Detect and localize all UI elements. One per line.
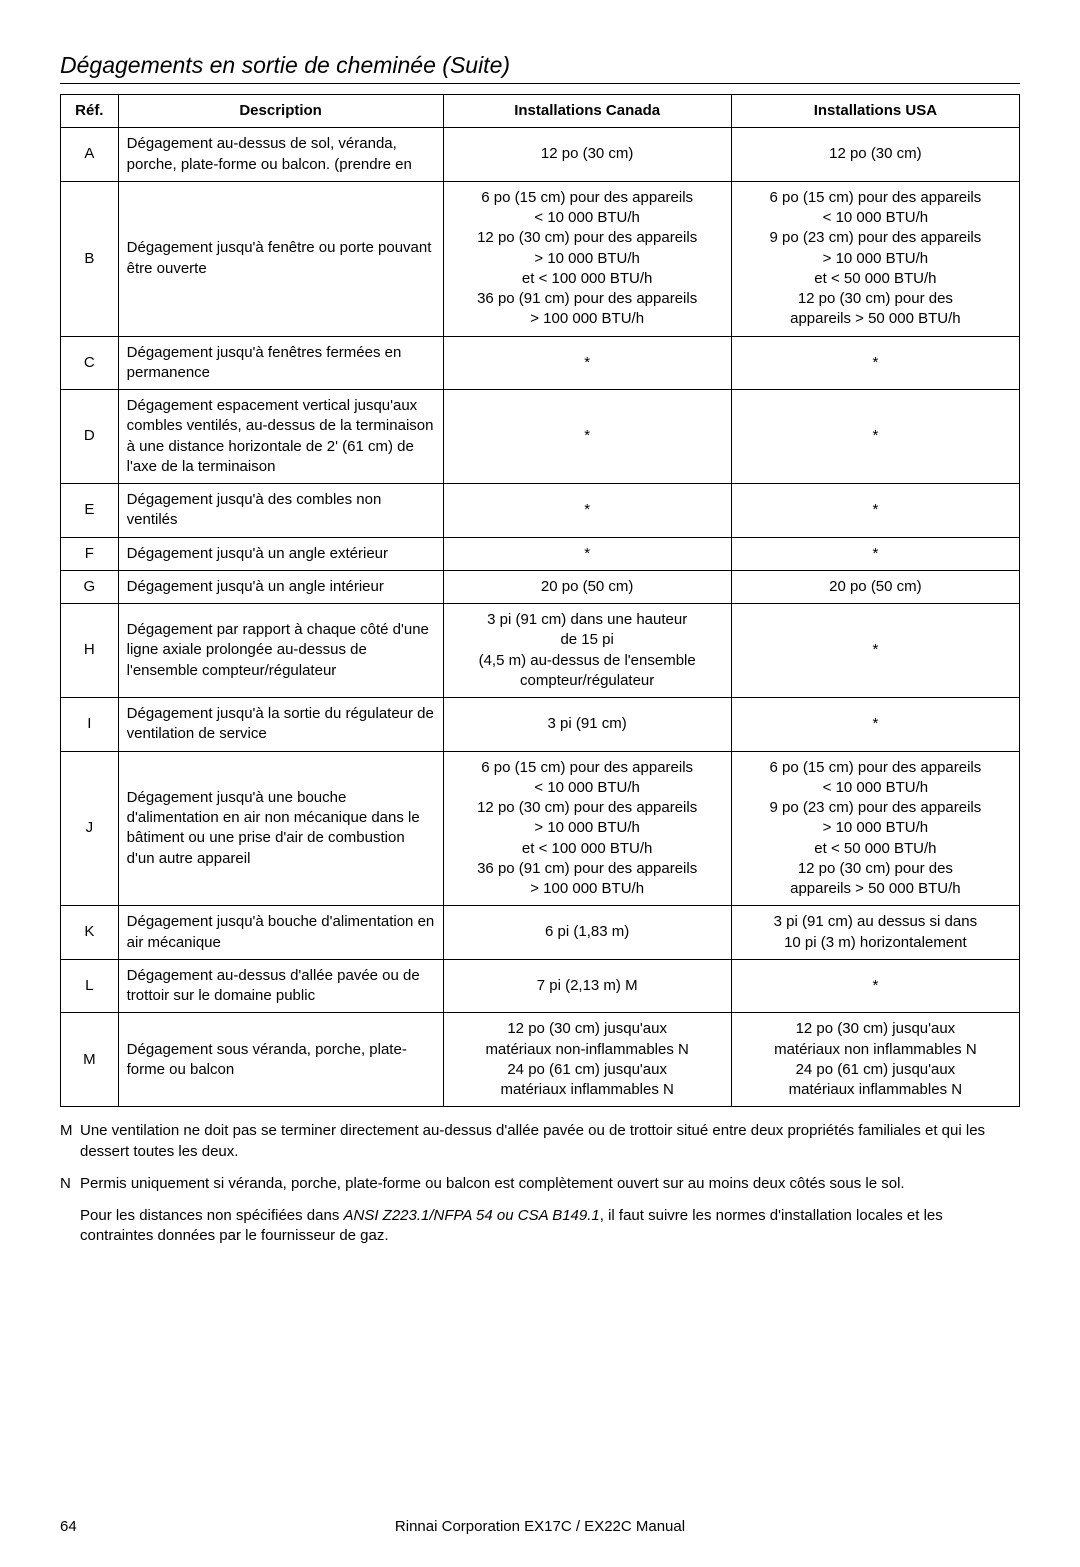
- cell-desc: Dégagement au-dessus de sol, véranda, po…: [118, 128, 443, 182]
- cell-ref: M: [61, 1013, 119, 1107]
- cell-canada: *: [443, 390, 731, 484]
- note-m: M Une ventilation ne doit pas se termine…: [60, 1121, 1020, 1162]
- cell-canada: *: [443, 537, 731, 570]
- clearance-table: Réf. Description Installations Canada In…: [60, 94, 1020, 1107]
- th-ref: Réf.: [61, 95, 119, 128]
- table-row: HDégagement par rapport à chaque côté d'…: [61, 604, 1020, 698]
- cell-usa: *: [731, 537, 1019, 570]
- note-final-spacer: [60, 1206, 80, 1247]
- cell-desc: Dégagement jusqu'à un angle extérieur: [118, 537, 443, 570]
- cell-canada: 3 pi (91 cm): [443, 698, 731, 752]
- table-row: CDégagement jusqu'à fenêtres fermées en …: [61, 336, 1020, 390]
- cell-usa: *: [731, 484, 1019, 538]
- cell-desc: Dégagement jusqu'à des combles non venti…: [118, 484, 443, 538]
- table-row: LDégagement au-dessus d'allée pavée ou d…: [61, 959, 1020, 1013]
- manual-title: Rinnai Corporation EX17C / EX22C Manual: [120, 1517, 960, 1537]
- cell-desc: Dégagement jusqu'à un angle intérieur: [118, 570, 443, 603]
- table-row: IDégagement jusqu'à la sortie du régulat…: [61, 698, 1020, 752]
- cell-usa: 12 po (30 cm) jusqu'aux matériaux non in…: [731, 1013, 1019, 1107]
- cell-desc: Dégagement jusqu'à bouche d'alimentation…: [118, 906, 443, 960]
- cell-ref: I: [61, 698, 119, 752]
- table-row: BDégagement jusqu'à fenêtre ou porte pou…: [61, 181, 1020, 336]
- cell-desc: Dégagement au-dessus d'allée pavée ou de…: [118, 959, 443, 1013]
- table-row: GDégagement jusqu'à un angle intérieur20…: [61, 570, 1020, 603]
- cell-usa: *: [731, 390, 1019, 484]
- page-number: 64: [60, 1517, 120, 1537]
- cell-canada: 3 pi (91 cm) dans une hauteur de 15 pi (…: [443, 604, 731, 698]
- cell-desc: Dégagement jusqu'à fenêtre ou porte pouv…: [118, 181, 443, 336]
- table-row: KDégagement jusqu'à bouche d'alimentatio…: [61, 906, 1020, 960]
- page-title: Dégagements en sortie de cheminée (Suite…: [60, 50, 1020, 84]
- cell-canada: *: [443, 336, 731, 390]
- footer: 64 Rinnai Corporation EX17C / EX22C Manu…: [60, 1517, 1020, 1537]
- note-m-text: Une ventilation ne doit pas se terminer …: [80, 1121, 1020, 1162]
- cell-ref: K: [61, 906, 119, 960]
- cell-desc: Dégagement jusqu'à une bouche d'alimenta…: [118, 751, 443, 906]
- cell-canada: 7 pi (2,13 m) M: [443, 959, 731, 1013]
- note-final-text: Pour les distances non spécifiées dans A…: [80, 1206, 1020, 1247]
- note-n-text: Permis uniquement si véranda, porche, pl…: [80, 1174, 1020, 1194]
- cell-ref: J: [61, 751, 119, 906]
- cell-desc: Dégagement jusqu'à la sortie du régulate…: [118, 698, 443, 752]
- note-n: N Permis uniquement si véranda, porche, …: [60, 1174, 1020, 1194]
- cell-usa: 20 po (50 cm): [731, 570, 1019, 603]
- cell-canada: 12 po (30 cm): [443, 128, 731, 182]
- table-row: ADégagement au-dessus de sol, véranda, p…: [61, 128, 1020, 182]
- th-canada: Installations Canada: [443, 95, 731, 128]
- cell-ref: D: [61, 390, 119, 484]
- cell-canada: 12 po (30 cm) jusqu'aux matériaux non-in…: [443, 1013, 731, 1107]
- table-row: DDégagement espacement vertical jusqu'au…: [61, 390, 1020, 484]
- cell-usa: *: [731, 959, 1019, 1013]
- cell-desc: Dégagement par rapport à chaque côté d'u…: [118, 604, 443, 698]
- cell-ref: E: [61, 484, 119, 538]
- note-final-pre: Pour les distances non spécifiées dans: [80, 1207, 344, 1224]
- cell-canada: 6 po (15 cm) pour des appareils < 10 000…: [443, 181, 731, 336]
- cell-desc: Dégagement espacement vertical jusqu'aux…: [118, 390, 443, 484]
- cell-ref: A: [61, 128, 119, 182]
- cell-canada: *: [443, 484, 731, 538]
- cell-desc: Dégagement sous véranda, porche, plate-f…: [118, 1013, 443, 1107]
- cell-usa: *: [731, 336, 1019, 390]
- cell-canada: 20 po (50 cm): [443, 570, 731, 603]
- cell-usa: *: [731, 698, 1019, 752]
- footer-spacer: [960, 1517, 1020, 1537]
- th-usa: Installations USA: [731, 95, 1019, 128]
- cell-ref: L: [61, 959, 119, 1013]
- cell-canada: 6 pi (1,83 m): [443, 906, 731, 960]
- cell-ref: C: [61, 336, 119, 390]
- table-body: ADégagement au-dessus de sol, véranda, p…: [61, 128, 1020, 1107]
- cell-desc: Dégagement jusqu'à fenêtres fermées en p…: [118, 336, 443, 390]
- table-row: MDégagement sous véranda, porche, plate-…: [61, 1013, 1020, 1107]
- note-n-label: N: [60, 1174, 80, 1194]
- cell-canada: 6 po (15 cm) pour des appareils < 10 000…: [443, 751, 731, 906]
- note-final: Pour les distances non spécifiées dans A…: [60, 1206, 1020, 1247]
- cell-usa: 6 po (15 cm) pour des appareils < 10 000…: [731, 181, 1019, 336]
- cell-ref: F: [61, 537, 119, 570]
- cell-usa: 6 po (15 cm) pour des appareils < 10 000…: [731, 751, 1019, 906]
- th-desc: Description: [118, 95, 443, 128]
- notes-section: M Une ventilation ne doit pas se termine…: [60, 1121, 1020, 1246]
- cell-ref: H: [61, 604, 119, 698]
- table-row: FDégagement jusqu'à un angle extérieur**: [61, 537, 1020, 570]
- note-m-label: M: [60, 1121, 80, 1162]
- cell-ref: B: [61, 181, 119, 336]
- table-row: EDégagement jusqu'à des combles non vent…: [61, 484, 1020, 538]
- cell-usa: 3 pi (91 cm) au dessus si dans 10 pi (3 …: [731, 906, 1019, 960]
- cell-ref: G: [61, 570, 119, 603]
- cell-usa: *: [731, 604, 1019, 698]
- note-final-spec: ANSI Z223.1/NFPA 54 ou CSA B149.1: [344, 1207, 600, 1224]
- cell-usa: 12 po (30 cm): [731, 128, 1019, 182]
- table-row: JDégagement jusqu'à une bouche d'aliment…: [61, 751, 1020, 906]
